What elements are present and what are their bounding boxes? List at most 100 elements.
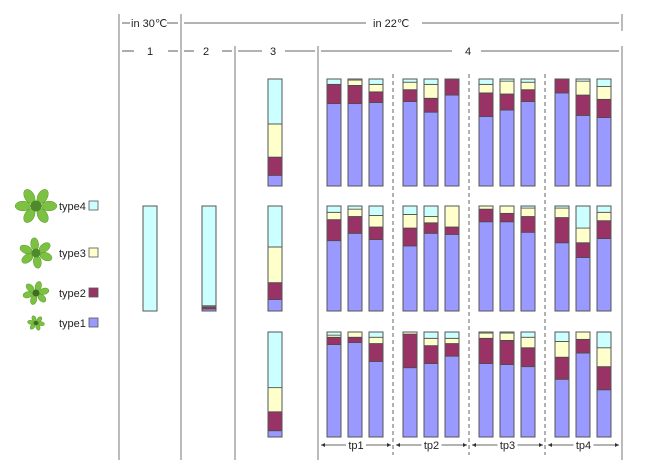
bar-segment-type2 — [575, 94, 591, 116]
bar-segment-type3 — [267, 387, 283, 413]
bar-segment-type1 — [267, 299, 283, 312]
bar-section4-tp3 — [520, 78, 536, 187]
bar-segment-type1 — [347, 232, 363, 312]
bar-outline — [347, 78, 363, 187]
bar-segment-type1 — [478, 363, 494, 438]
bar-segment-type1 — [423, 232, 439, 312]
bar-segment-type2 — [478, 337, 494, 364]
bar-segment-type1 — [402, 101, 418, 187]
bar-section1 — [142, 205, 158, 312]
bar-segment-type2 — [554, 78, 570, 94]
bar-section4-tp1 — [326, 205, 342, 312]
bar-segment-type2 — [520, 216, 536, 233]
bar-segment-type1 — [326, 240, 342, 312]
bar-segment-type4 — [326, 205, 342, 213]
bar-section4-tp1 — [326, 78, 342, 187]
bar-section3 — [267, 205, 283, 312]
bar-section4-tp2 — [423, 78, 439, 187]
bar-section4-tp2 — [444, 331, 460, 438]
bar-section4-tp4 — [554, 78, 570, 187]
bar-segment-type3 — [554, 207, 570, 218]
bar-segment-type2 — [596, 366, 612, 391]
bar-section4-tp1 — [347, 331, 363, 438]
bar-segment-type1 — [499, 221, 515, 312]
bar-segment-type4 — [596, 331, 612, 349]
bar-segment-type2 — [368, 226, 384, 241]
bar-segment-type4 — [478, 78, 494, 85]
bar-outline — [423, 205, 439, 312]
bar-outline — [520, 205, 536, 312]
legend: type4 type3 type2 type1 — [14, 189, 99, 331]
bar-segment-type1 — [520, 231, 536, 312]
bar-segment-type1 — [596, 238, 612, 312]
bar-segment-type2 — [554, 217, 570, 244]
section-label-3: 3 — [270, 46, 276, 58]
bar-section4-tp1 — [368, 205, 384, 312]
bar-outline — [499, 205, 515, 312]
plant-icon — [27, 315, 45, 331]
bar-segment-type1 — [402, 245, 418, 312]
bar-segment-type1 — [267, 174, 283, 187]
bar-segment-type1 — [520, 366, 536, 438]
bar-segment-type1 — [554, 242, 570, 312]
arrowhead-icon — [321, 443, 325, 447]
bar-segment-type1 — [575, 257, 591, 312]
bar-segment-type3 — [368, 215, 384, 228]
bar-section4-tp2 — [444, 205, 460, 312]
bar-outline — [402, 331, 418, 438]
bar-outline — [326, 331, 342, 438]
bar-segment-type4 — [142, 205, 158, 312]
bar-segment-type4 — [423, 205, 439, 217]
bar-segment-type2 — [423, 345, 439, 364]
bar-segment-type1 — [368, 102, 384, 187]
bar-outline — [554, 331, 570, 438]
bar-segment-type1 — [499, 109, 515, 187]
bar-segment-type1 — [347, 342, 363, 438]
bar-segment-type4 — [423, 331, 439, 339]
bar-segment-type2 — [368, 343, 384, 362]
bar-outline — [267, 78, 283, 187]
bar-outline — [554, 205, 570, 312]
bar-section3 — [267, 78, 283, 187]
bar-section4-tp3 — [520, 205, 536, 312]
bar-segment-type1 — [368, 239, 384, 312]
legend-swatch-type4 — [88, 200, 99, 211]
bar-section4-tp4 — [596, 78, 612, 187]
arrowhead-icon — [396, 443, 400, 447]
bar-segment-type3 — [402, 213, 418, 229]
bar-segment-type2 — [326, 336, 342, 345]
bar-segment-type3 — [444, 337, 460, 344]
bar-segment-type3 — [478, 83, 494, 94]
bar-outline — [326, 78, 342, 187]
bar-segment-type3 — [423, 337, 439, 347]
bar-outline — [444, 78, 460, 187]
bar-outline — [554, 78, 570, 187]
bar-segment-type2 — [347, 216, 363, 234]
bar-segment-type2 — [478, 92, 494, 117]
bar-outline — [478, 205, 494, 312]
bar-segment-type4 — [444, 331, 460, 339]
bar-segment-type1 — [554, 378, 570, 438]
bar-outline — [201, 205, 217, 312]
legend-label-type2: type2 — [59, 288, 86, 300]
bar-segment-type2 — [267, 411, 283, 432]
section-label-1: 1 — [147, 46, 153, 58]
bar-segment-type4 — [368, 205, 384, 216]
bar-segment-type3 — [499, 80, 515, 95]
bar-segment-type1 — [554, 92, 570, 187]
bar-segment-type1 — [478, 221, 494, 312]
timepoint-label: tp3 — [500, 440, 515, 452]
bar-outline — [347, 331, 363, 438]
bar-segment-type4 — [596, 205, 612, 213]
bar-segment-type3 — [347, 79, 363, 86]
bar-outline — [520, 78, 536, 187]
bar-segment-type1 — [368, 360, 384, 438]
bar-segment-type2 — [402, 227, 418, 247]
bar-segment-type2 — [520, 89, 536, 102]
bar-segment-type1 — [347, 103, 363, 187]
bar-segment-type4 — [368, 331, 384, 338]
bar-segment-type2 — [347, 85, 363, 105]
bar-segment-type2 — [444, 78, 460, 96]
bar-segment-type3 — [596, 347, 612, 368]
